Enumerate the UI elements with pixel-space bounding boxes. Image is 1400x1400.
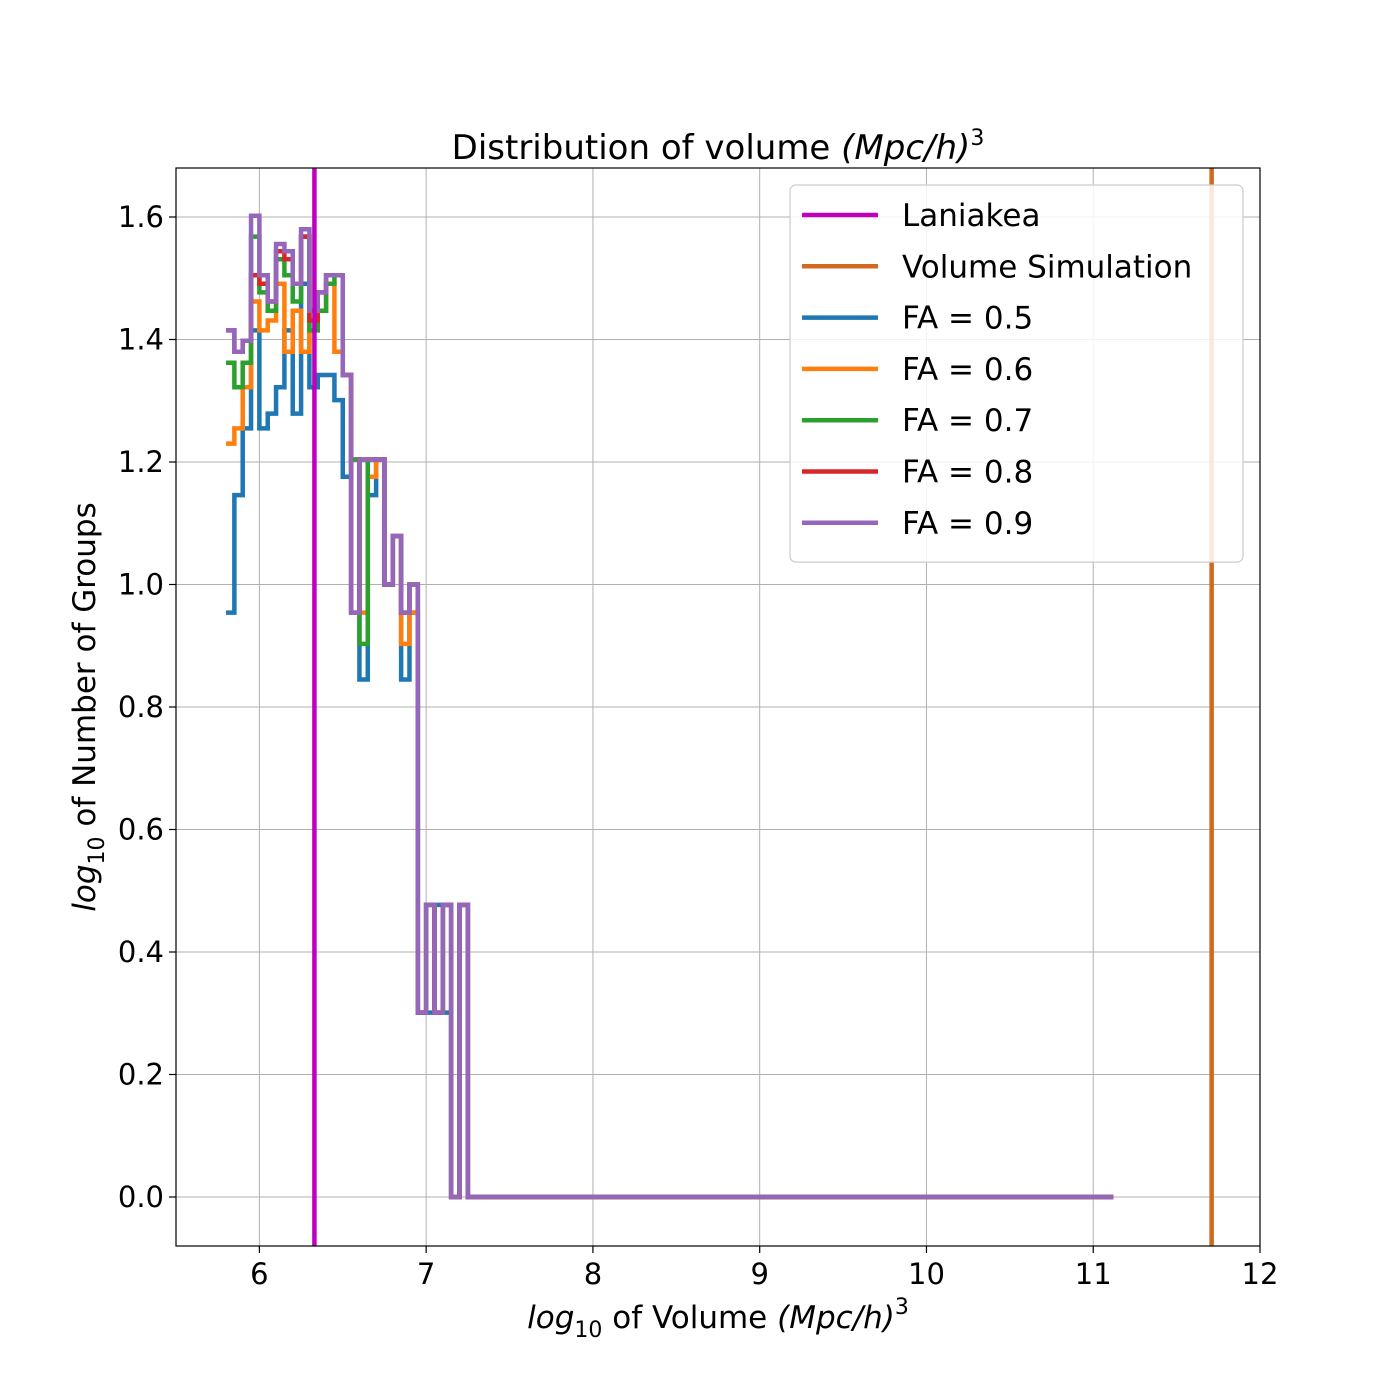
x-axis-label-log: log [527, 1300, 574, 1336]
y-axis-label-sub: 10 [85, 836, 110, 864]
x-tick-label: 6 [250, 1257, 268, 1291]
x-tick-label: 12 [1242, 1257, 1279, 1291]
chart-title: Distribution of volume (Mpc/h)3 [452, 126, 985, 168]
x-tick-label: 11 [1075, 1257, 1112, 1291]
chart-title-math: (Mpc/h) [841, 128, 970, 168]
legend-box [789, 184, 1244, 563]
y-tick-label: 0.2 [118, 1058, 164, 1092]
legend-label: Laniakea [902, 198, 1040, 234]
legend: Laniakea Volume Simulation FA = 0.5 FA = 0.… [789, 184, 1244, 563]
chart-title-sup: 3 [970, 126, 984, 151]
series-line [226, 213, 1114, 1200]
series-layer [226, 213, 1114, 1200]
x-tick-label: 10 [908, 1257, 945, 1291]
y-tick-label: 1.0 [118, 568, 164, 602]
y-tick-label: 0.0 [118, 1180, 164, 1214]
legend-label: FA = 0.6 [902, 352, 1033, 388]
y-tick-label: 0.6 [118, 813, 164, 847]
axis-ticks: 6 7 8 9 10 11 12 0.0 0.2 0.4 0.6 0.8 1.0 1.2 1.4 1.6 [118, 200, 1279, 1291]
x-tick-label: 7 [417, 1257, 435, 1291]
x-tick-label: 8 [584, 1257, 602, 1291]
grid [176, 168, 1261, 1246]
y-tick-label: 1.4 [118, 323, 164, 357]
y-axis-label: log10 of Number of Groups [67, 502, 110, 912]
x-axis-label-text: of Volume [602, 1300, 777, 1336]
x-axis-label: log10 of Volume (Mpc/h)3 [527, 1295, 909, 1343]
legend-label: FA = 0.8 [902, 455, 1033, 491]
y-tick-label: 0.8 [118, 690, 164, 724]
legend-label: Volume Simulation [902, 249, 1192, 285]
x-axis-label-sub: 10 [574, 1318, 602, 1343]
legend-label: FA = 0.5 [902, 301, 1033, 337]
legend-label: FA = 0.7 [902, 403, 1033, 439]
y-tick-label: 1.6 [118, 200, 164, 234]
y-tick-label: 0.4 [118, 935, 164, 969]
legend-label: FA = 0.9 [902, 506, 1033, 542]
y-tick-label: 1.2 [118, 445, 164, 479]
y-axis-label-log: log [67, 864, 103, 911]
x-tick-label: 9 [750, 1257, 768, 1291]
x-axis-label-math: (Mpc/h) [777, 1300, 895, 1336]
x-axis-label-sup: 3 [895, 1295, 909, 1320]
y-axis-label-text: of Number of Groups [67, 502, 103, 836]
chart-title-prefix: Distribution of volume [452, 128, 842, 168]
